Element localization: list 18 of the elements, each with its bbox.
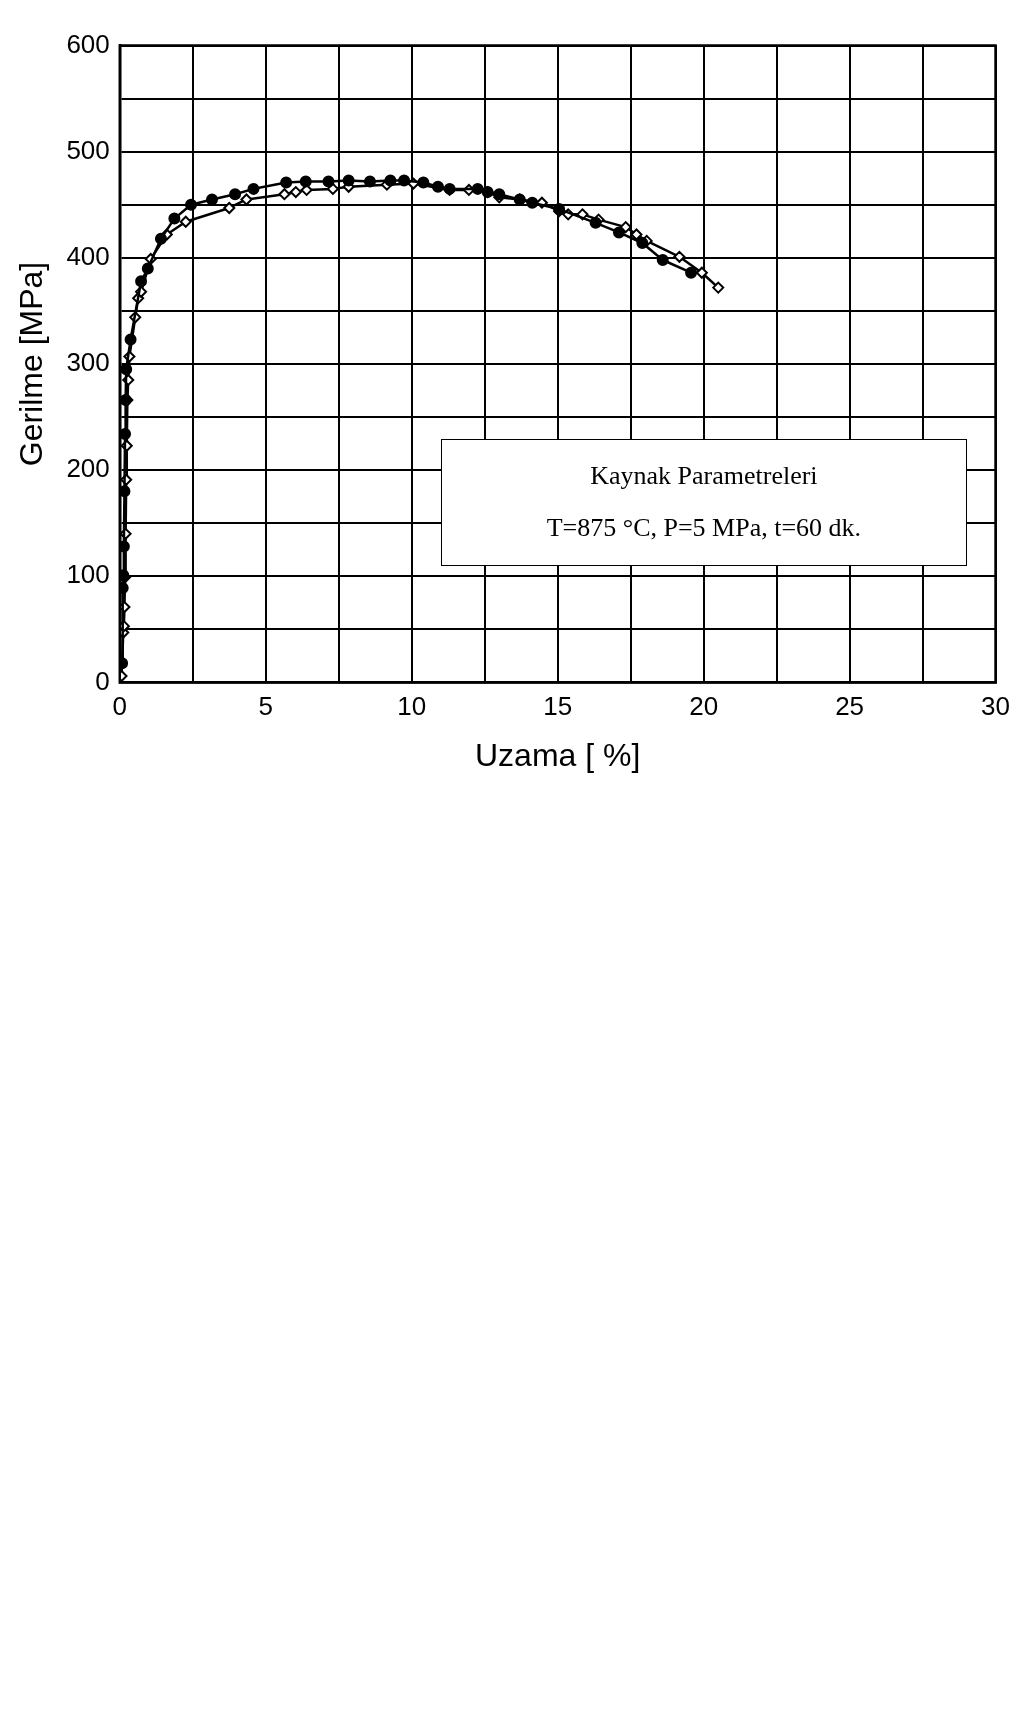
x-tick-label: 15 (543, 691, 573, 722)
annotation: Kaynak Parametreleri (590, 461, 818, 492)
x-axis-title: Uzama [ %] (474, 736, 641, 773)
y-tick-label: 600 (66, 28, 110, 59)
x-tick-label: 5 (258, 691, 273, 722)
y-tick-label: 200 (66, 453, 110, 484)
x-tick-label: 30 (981, 691, 1010, 722)
y-tick-label: 100 (66, 559, 110, 590)
y-tick-label: 300 (66, 347, 110, 378)
text-box: Kaynak Parametreleri T=875 °C, P=5 MPa, t=60 dk. (441, 438, 967, 566)
y-axis-title: Gerilme [MPa] (13, 261, 50, 467)
y-tick-label: 400 (66, 241, 110, 272)
y-tick-label: 500 (66, 134, 110, 165)
y-tick-label: 0 (95, 665, 110, 696)
x-tick-label: 25 (835, 691, 865, 722)
annotation: T=875 °C, P=5 MPa, t=60 dk. (546, 513, 862, 544)
x-tick-label: 20 (689, 691, 719, 722)
x-tick-label: 10 (397, 691, 427, 722)
